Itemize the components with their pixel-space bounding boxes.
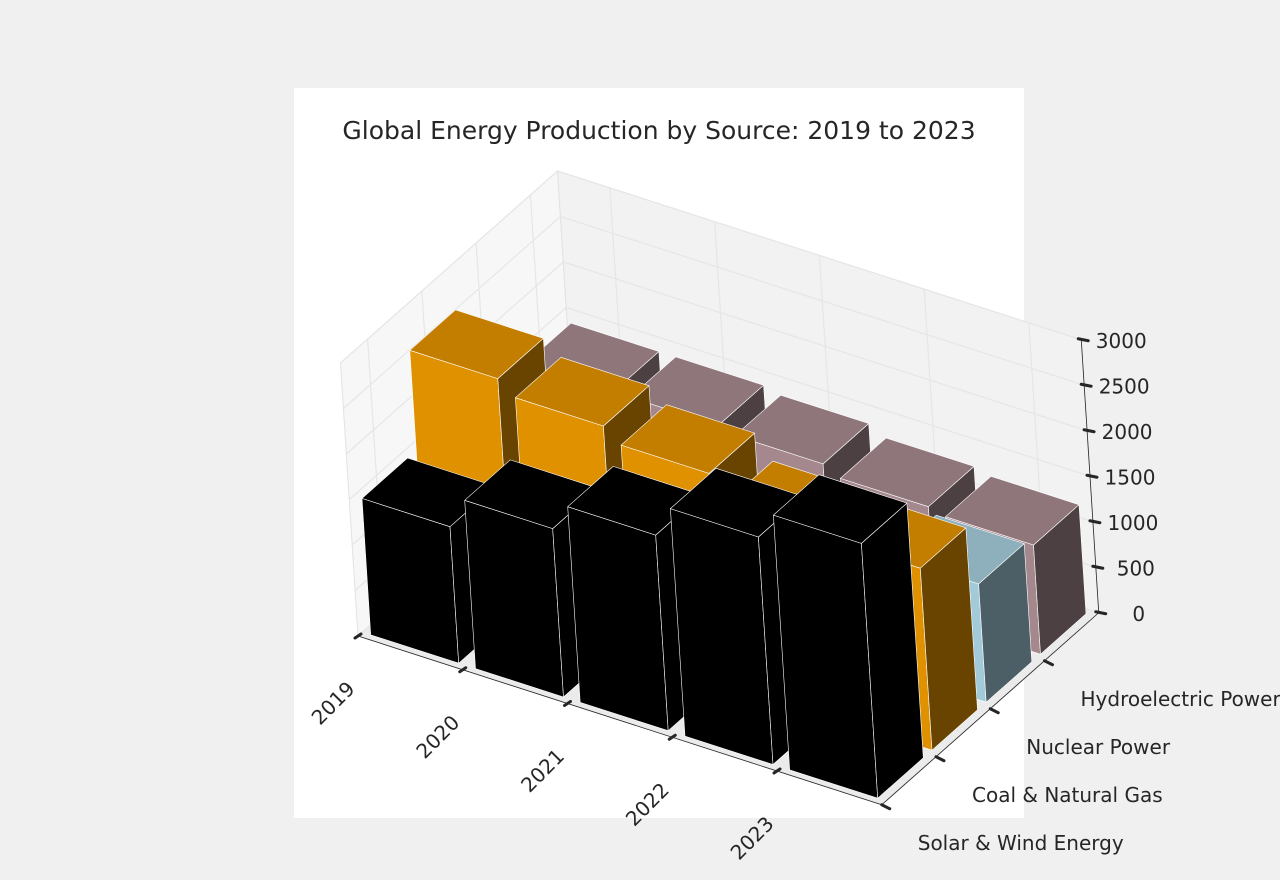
x-tick [353, 632, 363, 640]
z-tick-label: 1000 [1107, 511, 1158, 535]
bar-front-face [464, 499, 564, 698]
y-tick-label: Solar & Wind Energy [918, 831, 1124, 855]
z-tick [1076, 337, 1090, 343]
bar-top-face [945, 475, 1080, 546]
y-tick [880, 803, 892, 811]
x-tick-label: 2023 [726, 812, 779, 865]
z-tick-label: 0 [1132, 602, 1145, 626]
y-tick [988, 707, 1000, 715]
x-tick [458, 666, 468, 674]
bar-top-face [620, 404, 755, 474]
y-tick [934, 755, 946, 763]
bars [361, 309, 1087, 799]
bar-front-face [567, 506, 669, 732]
bar-top-face [840, 437, 975, 508]
axis-ticks [353, 337, 1108, 811]
x-tick [772, 767, 782, 775]
x-axis-line [357, 635, 882, 806]
z-tick [1079, 382, 1093, 388]
z-tick [1085, 473, 1099, 479]
z-tick-label: 2000 [1102, 420, 1153, 444]
z-tick [1091, 564, 1105, 570]
bar-top-face [409, 309, 544, 379]
gridline-z-left [340, 170, 558, 364]
bar-top-face [515, 356, 650, 427]
z-tick [1082, 428, 1096, 434]
z-tick-label: 500 [1117, 556, 1155, 580]
z-tick [1094, 610, 1108, 616]
chart-title: Global Energy Production by Source: 2019… [342, 116, 975, 145]
z-tick [1088, 519, 1102, 525]
z-tick-label: 2500 [1099, 374, 1150, 398]
x-tick [563, 700, 572, 707]
bar-top-face [773, 474, 908, 544]
gridline-z-left [343, 216, 561, 409]
x-tick [667, 733, 677, 741]
bar [773, 474, 924, 799]
y-tick [1043, 659, 1054, 667]
bar-front-face [670, 508, 774, 765]
bar-top-face [734, 394, 870, 465]
y-tick-label: Coal & Natural Gas [972, 783, 1163, 807]
y-tick-label: Nuclear Power [1026, 735, 1171, 759]
z-tick-label: 1500 [1105, 465, 1156, 489]
y-tick-label: Hydroelectric Power [1081, 687, 1280, 711]
z-tick-label: 3000 [1096, 329, 1147, 353]
